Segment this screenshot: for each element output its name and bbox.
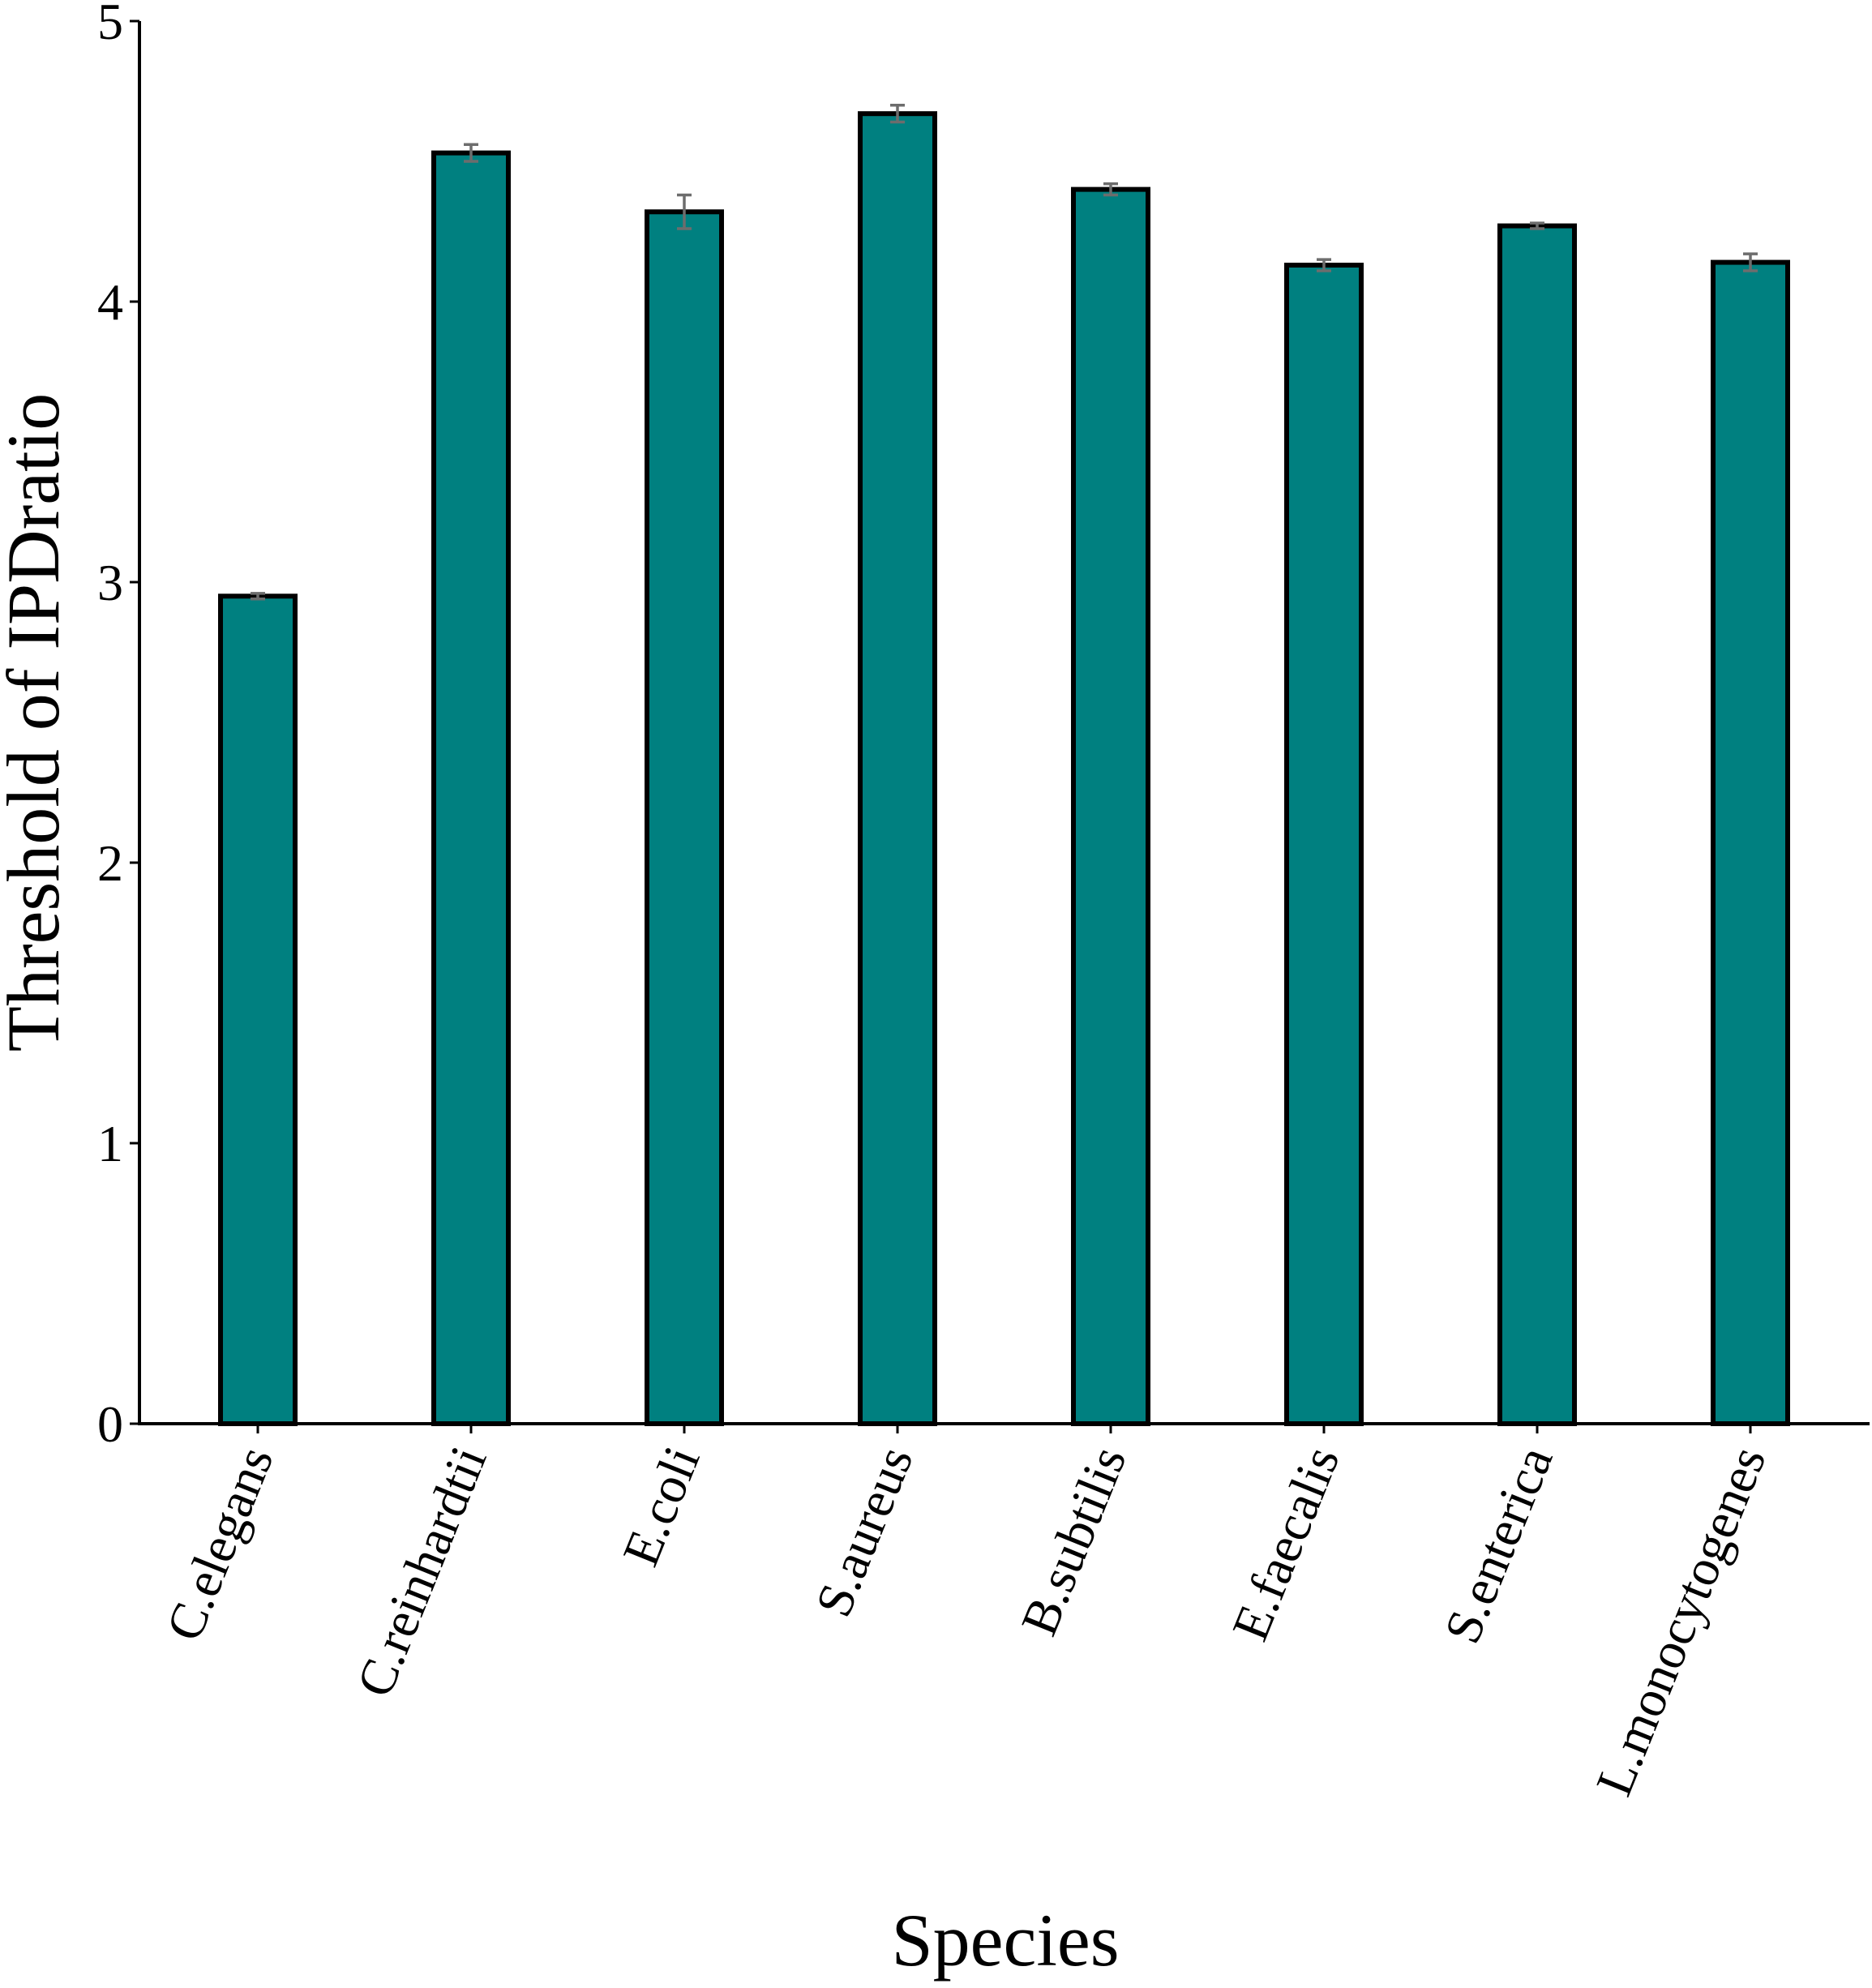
- y-tick-label: 1: [97, 1115, 123, 1172]
- bar: [1497, 223, 1577, 1427]
- x-tick-label: C.elegans: [155, 1438, 285, 1648]
- bar: [1284, 263, 1364, 1426]
- x-tick-label: L.monocytogenes: [1585, 1438, 1777, 1803]
- x-axis: C.elegans C.reinhardtii E.coli S.aureus B.su…: [138, 1422, 1870, 1803]
- x-tick-label: B.subtilis: [1010, 1438, 1137, 1643]
- error-bars-group: [251, 104, 1758, 601]
- bar: [218, 593, 298, 1426]
- x-tick-label: E.coli: [611, 1438, 710, 1574]
- y-tick-label: 4: [97, 273, 123, 331]
- x-tick-label: E.faecalis: [1221, 1438, 1351, 1648]
- x-axis-title: Species: [891, 1899, 1119, 1982]
- y-tick-label: 5: [97, 0, 123, 50]
- bar: [858, 111, 937, 1426]
- y-tick-label: 0: [97, 1395, 123, 1453]
- x-tick-label: S.enterica: [1433, 1438, 1564, 1651]
- y-axis: 0 1 2 3 4 5: [97, 0, 141, 1453]
- bar: [1711, 259, 1790, 1426]
- bar: [645, 209, 724, 1426]
- x-tick-label: S.aureus: [804, 1438, 924, 1624]
- y-axis-title: Threshold of IPDratio: [0, 393, 75, 1052]
- x-tick-label: C.reinhardtii: [345, 1438, 498, 1704]
- bar: [431, 150, 511, 1426]
- y-tick-label: 2: [97, 834, 123, 892]
- bars-group: [218, 111, 1790, 1427]
- bar: [1071, 186, 1150, 1427]
- y-tick-label: 3: [97, 554, 123, 611]
